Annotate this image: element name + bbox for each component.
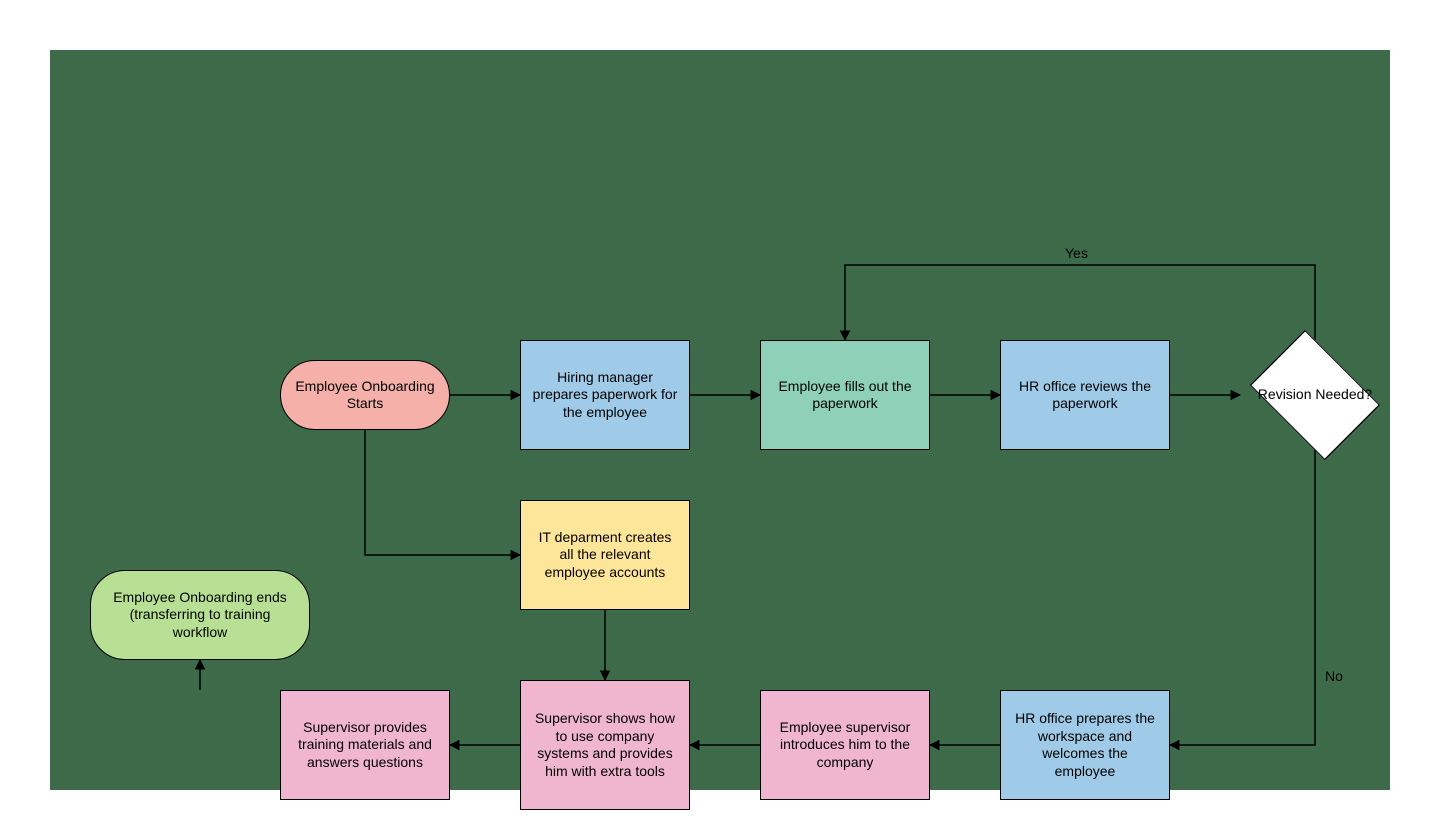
node-shows: Supervisor shows how to use company syst… xyxy=(520,680,690,810)
edge-label-decision-to-prepares: No xyxy=(1325,668,1343,684)
edge-decision-to-fills xyxy=(845,265,1315,340)
node-end: Employee Onboarding ends (transferring t… xyxy=(90,570,310,660)
node-decision-label: Revision Needed? xyxy=(1240,340,1390,450)
edges-layer xyxy=(50,50,1390,790)
node-it: IT deparment creates all the relevant em… xyxy=(520,500,690,610)
node-hiring: Hiring manager prepares paperwork for th… xyxy=(520,340,690,450)
edge-start-to-it xyxy=(365,430,520,555)
node-training: Supervisor provides training materials a… xyxy=(280,690,450,800)
edge-decision-to-prepares xyxy=(1170,450,1315,745)
node-review: HR office reviews the paperwork xyxy=(1000,340,1170,450)
node-introduces: Employee supervisor introduces him to th… xyxy=(760,690,930,800)
node-prepares: HR office prepares the workspace and wel… xyxy=(1000,690,1170,800)
flowchart-canvas: Employee Onboarding Starts Hiring manager… xyxy=(50,50,1390,790)
node-fills: Employee fills out the paperwork xyxy=(760,340,930,450)
node-start: Employee Onboarding Starts xyxy=(280,360,450,430)
edge-label-decision-to-fills: Yes xyxy=(1065,245,1088,261)
node-decision: Revision Needed? xyxy=(1240,340,1390,450)
